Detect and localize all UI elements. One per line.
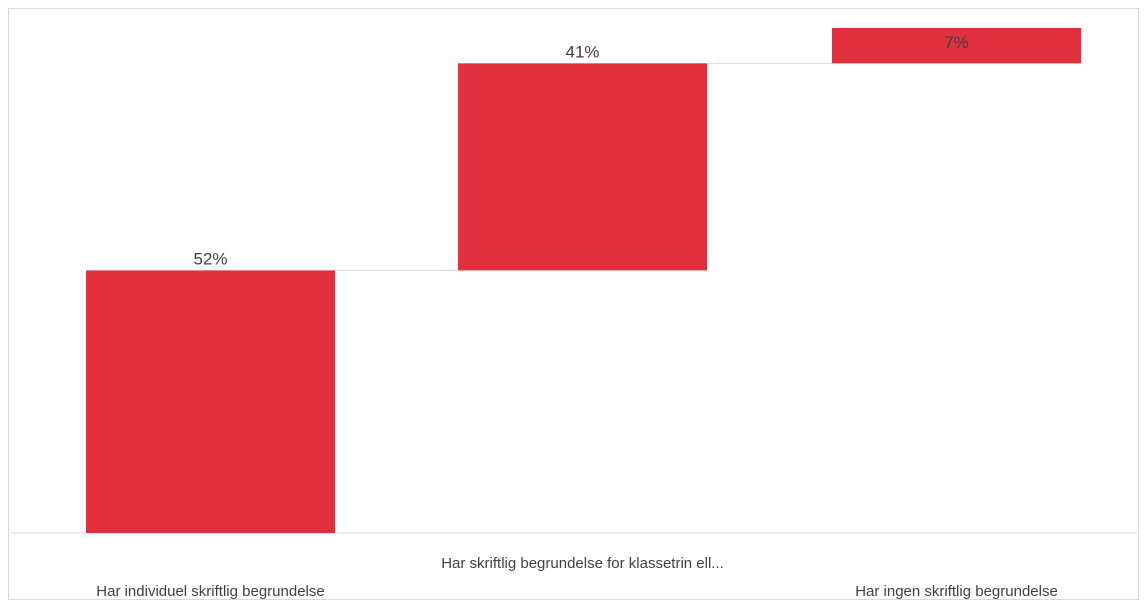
chart-frame — [8, 8, 1139, 600]
data-labels-group: 52% 41% 7% — [193, 33, 968, 268]
bars-group — [86, 28, 1081, 533]
connector-lines — [335, 62, 832, 271]
category-labels-group: Har individuel skriftlig begrundelse Har … — [96, 555, 1058, 600]
category-label-1: Har individuel skriftlig begrundelse — [96, 583, 324, 600]
bar-3 — [832, 28, 1081, 64]
data-label-1: 52% — [193, 249, 227, 268]
data-label-3: 7% — [944, 33, 969, 52]
data-label-2: 41% — [565, 42, 599, 61]
category-label-2: Har skriftlig begrundelse for klassetrin… — [441, 555, 724, 572]
category-label-3: Har ingen skriftlig begrundelse — [855, 583, 1058, 600]
bar-2 — [458, 63, 707, 271]
bar-1 — [86, 270, 335, 533]
